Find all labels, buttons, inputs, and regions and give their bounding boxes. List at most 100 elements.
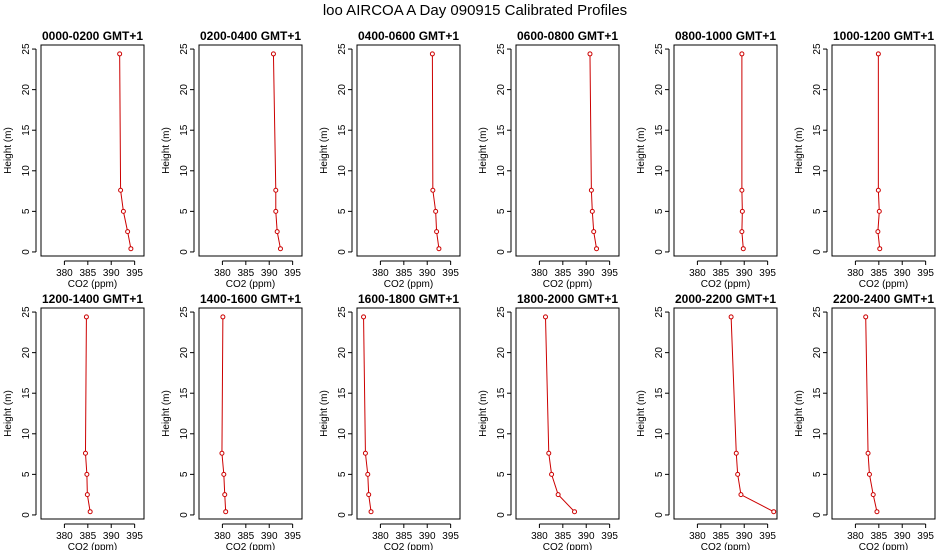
data-point [222,492,228,498]
plot-frame [831,44,936,257]
y-tick-label: 0 [654,512,665,518]
data-point [865,450,871,456]
y-tick-label: 15 [337,124,348,136]
y-tick-label: 25 [179,43,190,55]
profile-line [730,316,774,513]
y-tick-label: 5 [179,208,190,214]
profile-line [589,53,598,249]
y-tick-label: 25 [21,306,32,318]
x-tick-label: 380 [847,531,864,542]
y-tick-label: 20 [496,84,507,96]
x-axis-label: CO2 (ppm) [226,279,275,290]
x-tick-label: 380 [214,531,231,542]
x-tick-label: 385 [395,268,412,279]
plot-frame [831,307,936,520]
data-point [739,208,745,214]
x-tick-label: 390 [419,268,436,279]
x-tick-label: 390 [261,268,278,279]
y-axis-label: Height (m) [636,390,647,437]
panel-1200-1400: 1200-1400 GMT+1 380 385 390 395 CO2 (ppm) 0 5 10… [3,292,145,550]
data-point [436,246,442,252]
data-point [434,229,440,235]
y-tick-label: 25 [654,43,665,55]
panel-title: 1400-1600 GMT+1 [200,292,301,306]
data-point [738,492,744,498]
y-tick-label: 10 [496,428,507,440]
x-axis-label: CO2 (ppm) [384,542,433,550]
y-tick-label: 25 [496,306,507,318]
panel-0000-0200: 0000-0200 GMT+1 380 385 390 395 CO2 (ppm) 0 5 10… [3,29,145,290]
data-point [876,208,882,214]
data-point [740,246,746,252]
y-tick-label: 5 [21,471,32,477]
y-tick-label: 15 [337,387,348,399]
y-tick-label: 20 [337,84,348,96]
y-tick-label: 10 [812,428,823,440]
x-tick-label: 380 [372,268,389,279]
x-tick-label: 385 [870,531,887,542]
x-tick-label: 390 [578,531,595,542]
y-tick-label: 5 [496,471,507,477]
y-tick-label: 10 [179,428,190,440]
data-point [863,314,869,320]
data-point [866,471,872,477]
y-axis-label: Height (m) [794,127,805,174]
y-tick-label: 10 [337,165,348,177]
x-tick-label: 395 [601,268,618,279]
data-point [120,208,126,214]
y-tick-label: 15 [179,124,190,136]
x-tick-label: 395 [917,268,934,279]
y-tick-label: 15 [654,387,665,399]
data-point [875,229,881,235]
x-tick-label: 395 [126,531,143,542]
x-tick-label: 395 [601,531,618,542]
y-axis-label: Height (m) [3,127,14,174]
y-axis-label: Height (m) [319,390,330,437]
data-point [433,208,439,214]
data-point [591,229,597,235]
plot-frame [198,307,303,520]
y-tick-label: 25 [812,43,823,55]
y-axis-label: Height (m) [478,127,489,174]
y-tick-label: 10 [654,428,665,440]
data-point [270,51,276,57]
y-tick-label: 15 [179,387,190,399]
data-point [220,314,226,320]
y-tick-label: 10 [21,428,32,440]
y-tick-label: 0 [179,512,190,518]
panel-title: 1200-1400 GMT+1 [42,292,143,306]
data-point [366,492,372,498]
y-tick-label: 5 [337,208,348,214]
y-tick-label: 20 [21,347,32,359]
x-axis-label: CO2 (ppm) [859,279,908,290]
data-point [361,314,367,320]
profile-line [363,316,372,512]
panel-1800-2000: 1800-2000 GMT+1 380 385 390 395 CO2 (ppm) 0 5 10… [478,292,620,550]
x-tick-label: 390 [419,531,436,542]
data-point [555,492,561,498]
data-point [572,509,578,515]
y-tick-label: 20 [812,347,823,359]
y-tick-label: 20 [812,84,823,96]
y-tick-label: 25 [496,43,507,55]
y-axis-label: Height (m) [161,127,172,174]
x-tick-label: 395 [442,531,459,542]
plot-frame [198,44,303,257]
y-tick-label: 5 [812,208,823,214]
y-tick-label: 10 [654,165,665,177]
x-axis-label: CO2 (ppm) [859,542,908,550]
y-axis-label: Height (m) [794,390,805,437]
data-point [83,314,89,320]
data-point [589,208,595,214]
data-point [273,208,279,214]
plot-frame [673,44,778,257]
data-point [429,51,435,57]
panel-1000-1200: 1000-1200 GMT+1 380 385 390 395 CO2 (ppm) 0 5 10… [794,29,936,290]
y-tick-label: 10 [337,428,348,440]
data-point [728,314,734,320]
x-tick-label: 385 [237,531,254,542]
data-point [84,471,90,477]
data-point [594,246,600,252]
x-tick-label: 390 [736,531,753,542]
